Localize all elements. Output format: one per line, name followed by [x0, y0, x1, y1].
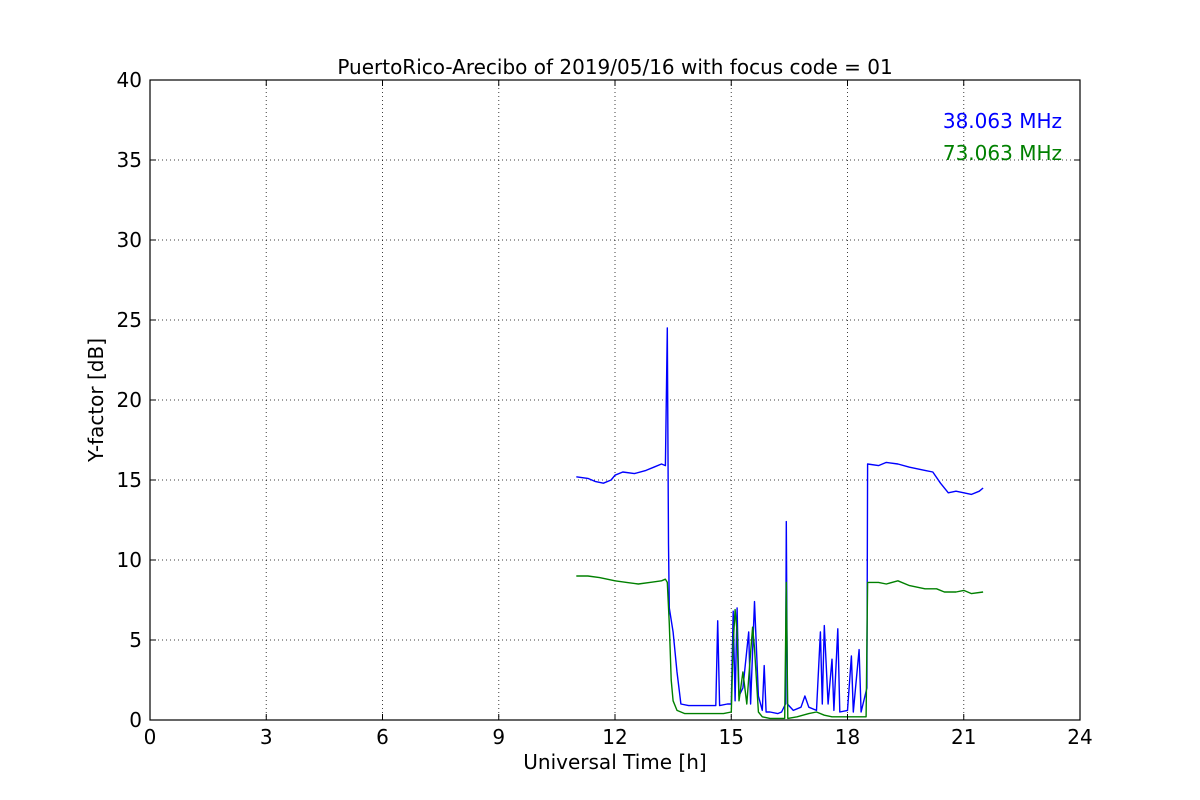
y-tick-label: 20 — [117, 388, 142, 412]
y-tick-label: 25 — [117, 308, 142, 332]
legend-entry-1: 38.063 MHz — [943, 109, 1062, 133]
ticks: 0 3 6 9 12 15 18 21 24 0 5 10 15 20 25 30 35 40 — [117, 68, 1093, 749]
x-tick-label: 3 — [260, 725, 273, 749]
x-tick-label: 6 — [376, 725, 389, 749]
x-tick-label: 9 — [492, 725, 505, 749]
y-tick-label: 5 — [129, 628, 142, 652]
y-tick-label: 35 — [117, 148, 142, 172]
series-line-2 — [576, 575, 984, 720]
x-tick-label: 21 — [951, 725, 976, 749]
y-tick-label: 0 — [129, 708, 142, 732]
x-tick-label: 18 — [835, 725, 860, 749]
y-tick-label: 30 — [117, 228, 142, 252]
y-axis-label: Y-factor [dB] — [84, 338, 108, 463]
x-tick-label: 12 — [602, 725, 627, 749]
legend-entry-2: 73.063 MHz — [943, 141, 1062, 165]
grid — [149, 79, 1081, 721]
y-tick-label: 15 — [117, 468, 142, 492]
x-tick-label: 15 — [719, 725, 744, 749]
x-tick-label: 24 — [1067, 725, 1092, 749]
x-tick-label: 0 — [144, 725, 157, 749]
legend: 38.063 MHz 73.063 MHz — [943, 109, 1062, 165]
series-line-1 — [576, 327, 984, 715]
chart-title: PuertoRico-Arecibo of 2019/05/16 with fo… — [337, 55, 892, 79]
series-layer — [576, 327, 984, 720]
y-tick-label: 10 — [117, 548, 142, 572]
x-axis-label: Universal Time [h] — [523, 750, 706, 774]
y-tick-label: 40 — [117, 68, 142, 92]
